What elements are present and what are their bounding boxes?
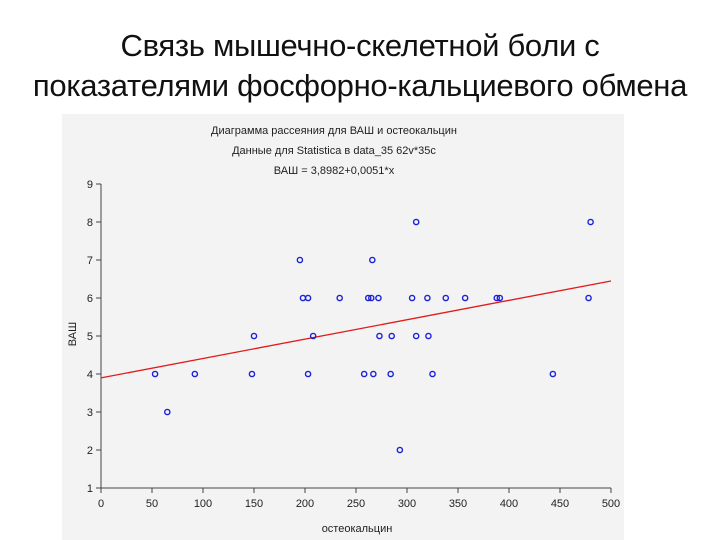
data-point (375, 294, 382, 302)
data-point (387, 370, 394, 378)
data-point (248, 370, 256, 378)
data-point (296, 256, 304, 264)
x-tick-label: 100 (194, 498, 212, 510)
data-point (388, 332, 396, 340)
regression-layer (100, 280, 612, 379)
y-tick-label: 9 (87, 179, 93, 191)
data-point (164, 408, 171, 416)
data-points (151, 218, 594, 454)
regression-equation: ВАШ = 3,8982+0,0051*x (274, 165, 395, 177)
data-point (549, 370, 557, 378)
data-point (369, 256, 376, 264)
x-tick-label: 150 (245, 498, 263, 510)
x-tick-label: 0 (98, 498, 104, 510)
regression-line (100, 280, 612, 379)
scatter-chart: Диаграмма рассеяния для ВАШ и остеокальц… (67, 125, 620, 535)
scatter-plot-panel: Диаграмма рассеяния для ВАШ и остеокальц… (62, 114, 624, 540)
chart-title: Диаграмма рассеяния для ВАШ и остеокальц… (211, 125, 457, 137)
y-tick-label: 1 (87, 483, 93, 495)
y-tick-label: 5 (87, 331, 93, 343)
data-point (496, 294, 504, 302)
y-tick-label: 3 (87, 407, 93, 419)
data-point (370, 370, 377, 378)
data-point (585, 294, 592, 302)
x-tick-label: 350 (449, 498, 467, 510)
x-tick-label: 450 (551, 498, 569, 510)
data-point (429, 370, 436, 378)
chart-subtitle: Данные для Statistica в data_35 62v*35c (232, 145, 436, 157)
data-point (336, 294, 343, 302)
x-tick-label: 250 (347, 498, 365, 510)
axes: 0 50 100 150 200 250 300 350 400 450 500 1 2 3 4 5 6 7 8 9 (87, 179, 620, 510)
y-tick-label: 2 (87, 445, 93, 457)
x-tick-label: 300 (398, 498, 416, 510)
data-point (396, 446, 404, 454)
data-point (304, 370, 312, 378)
slide-title-line-2: показателями фосфорно-кальциевого обмена (32, 68, 688, 103)
y-tick-label: 4 (87, 369, 93, 381)
slide-title-line-1: Связь мышечно-скелетной боли с (120, 28, 600, 63)
data-point (304, 294, 312, 302)
data-point (442, 294, 450, 302)
x-tick-label: 400 (500, 498, 518, 510)
x-tick-label: 50 (146, 498, 158, 510)
data-point (376, 332, 383, 340)
y-axis-label: ВАШ (67, 322, 79, 346)
data-point (151, 370, 159, 378)
data-point (425, 332, 432, 340)
data-point (493, 294, 501, 302)
data-point (364, 294, 372, 302)
data-point (461, 294, 469, 302)
data-point (408, 294, 416, 302)
data-point (309, 332, 317, 340)
data-point (412, 332, 420, 340)
slide-title: Связь мышечно-скелетной боли с показател… (0, 26, 720, 106)
x-tick-label: 500 (602, 498, 620, 510)
x-axis-label: остеокальцин (322, 523, 393, 535)
data-point (250, 332, 258, 340)
data-point (191, 370, 199, 378)
y-tick-label: 6 (87, 293, 93, 305)
data-point (412, 218, 420, 226)
data-point (424, 294, 431, 302)
data-point (587, 218, 594, 226)
y-tick-label: 8 (87, 217, 93, 229)
data-point (360, 370, 368, 378)
data-point (367, 294, 375, 302)
x-tick-label: 200 (296, 498, 314, 510)
y-tick-label: 7 (87, 255, 93, 267)
